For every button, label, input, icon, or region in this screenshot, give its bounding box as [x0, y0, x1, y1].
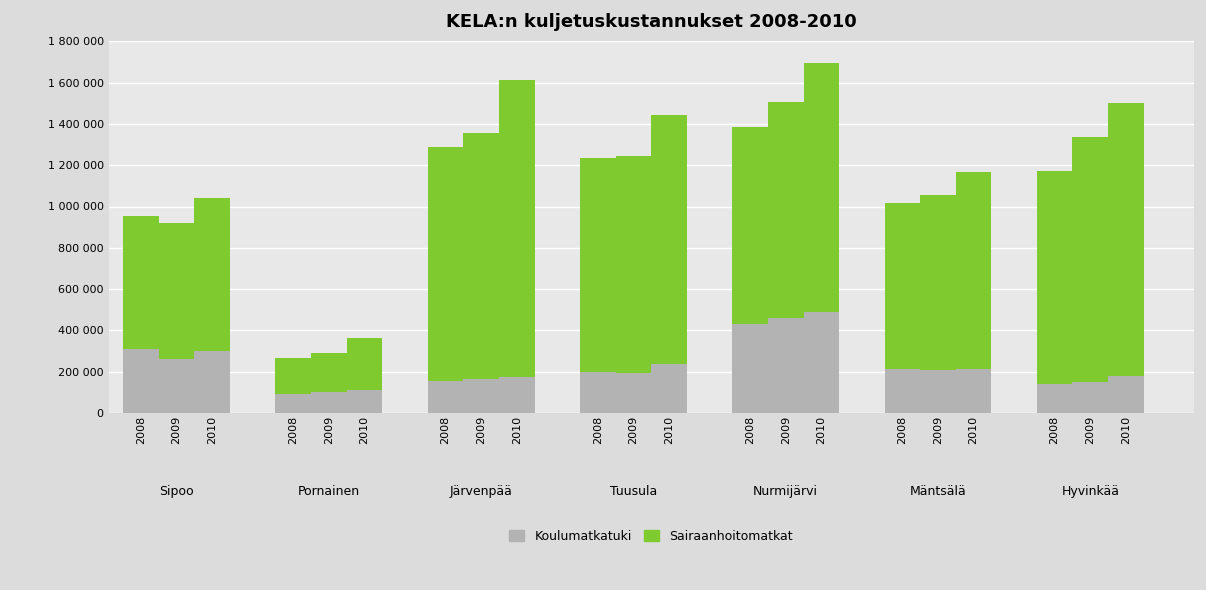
Bar — [123, 216, 159, 349]
Bar — [732, 324, 768, 413]
Bar — [428, 147, 463, 381]
Bar — [580, 372, 615, 413]
Bar — [499, 377, 534, 413]
Bar — [651, 365, 687, 413]
Bar — [159, 359, 194, 413]
Bar — [1108, 376, 1143, 413]
Title: KELA:n kuljetuskustannukset 2008-2010: KELA:n kuljetuskustannukset 2008-2010 — [446, 14, 856, 31]
Bar — [275, 395, 311, 413]
Bar — [1072, 382, 1108, 413]
Bar — [580, 158, 615, 372]
Bar — [428, 381, 463, 413]
Bar — [920, 369, 956, 413]
Bar — [615, 156, 651, 373]
Text: Hyvinkää: Hyvinkää — [1061, 485, 1119, 498]
Bar — [803, 312, 839, 413]
Bar — [123, 349, 159, 413]
Bar — [311, 353, 346, 392]
Bar — [194, 351, 230, 413]
Bar — [803, 63, 839, 312]
Bar — [884, 369, 920, 413]
Bar — [1037, 384, 1072, 413]
Bar — [651, 114, 687, 365]
Bar — [346, 337, 382, 391]
Text: Sipoo: Sipoo — [159, 485, 194, 498]
Text: Nurmijärvi: Nurmijärvi — [754, 485, 818, 498]
Legend: Koulumatkatuki, Sairaanhoitomatkat: Koulumatkatuki, Sairaanhoitomatkat — [504, 525, 798, 548]
Text: Järvenpää: Järvenpää — [450, 485, 513, 498]
Bar — [920, 195, 956, 369]
Bar — [1037, 172, 1072, 384]
Bar — [768, 102, 803, 318]
Bar — [768, 318, 803, 413]
Bar — [884, 204, 920, 369]
Text: Pornainen: Pornainen — [298, 485, 359, 498]
Bar — [194, 198, 230, 351]
Bar — [463, 133, 499, 379]
Bar — [732, 127, 768, 324]
Bar — [956, 369, 991, 413]
Bar — [499, 80, 534, 377]
Bar — [159, 223, 194, 359]
Bar — [1108, 103, 1143, 376]
Bar — [956, 172, 991, 369]
Bar — [615, 373, 651, 413]
Bar — [1072, 137, 1108, 382]
Bar — [346, 391, 382, 413]
Text: Mäntsälä: Mäntsälä — [909, 485, 966, 498]
Text: Tuusula: Tuusula — [610, 485, 657, 498]
Bar — [463, 379, 499, 413]
Bar — [311, 392, 346, 413]
Bar — [275, 358, 311, 395]
